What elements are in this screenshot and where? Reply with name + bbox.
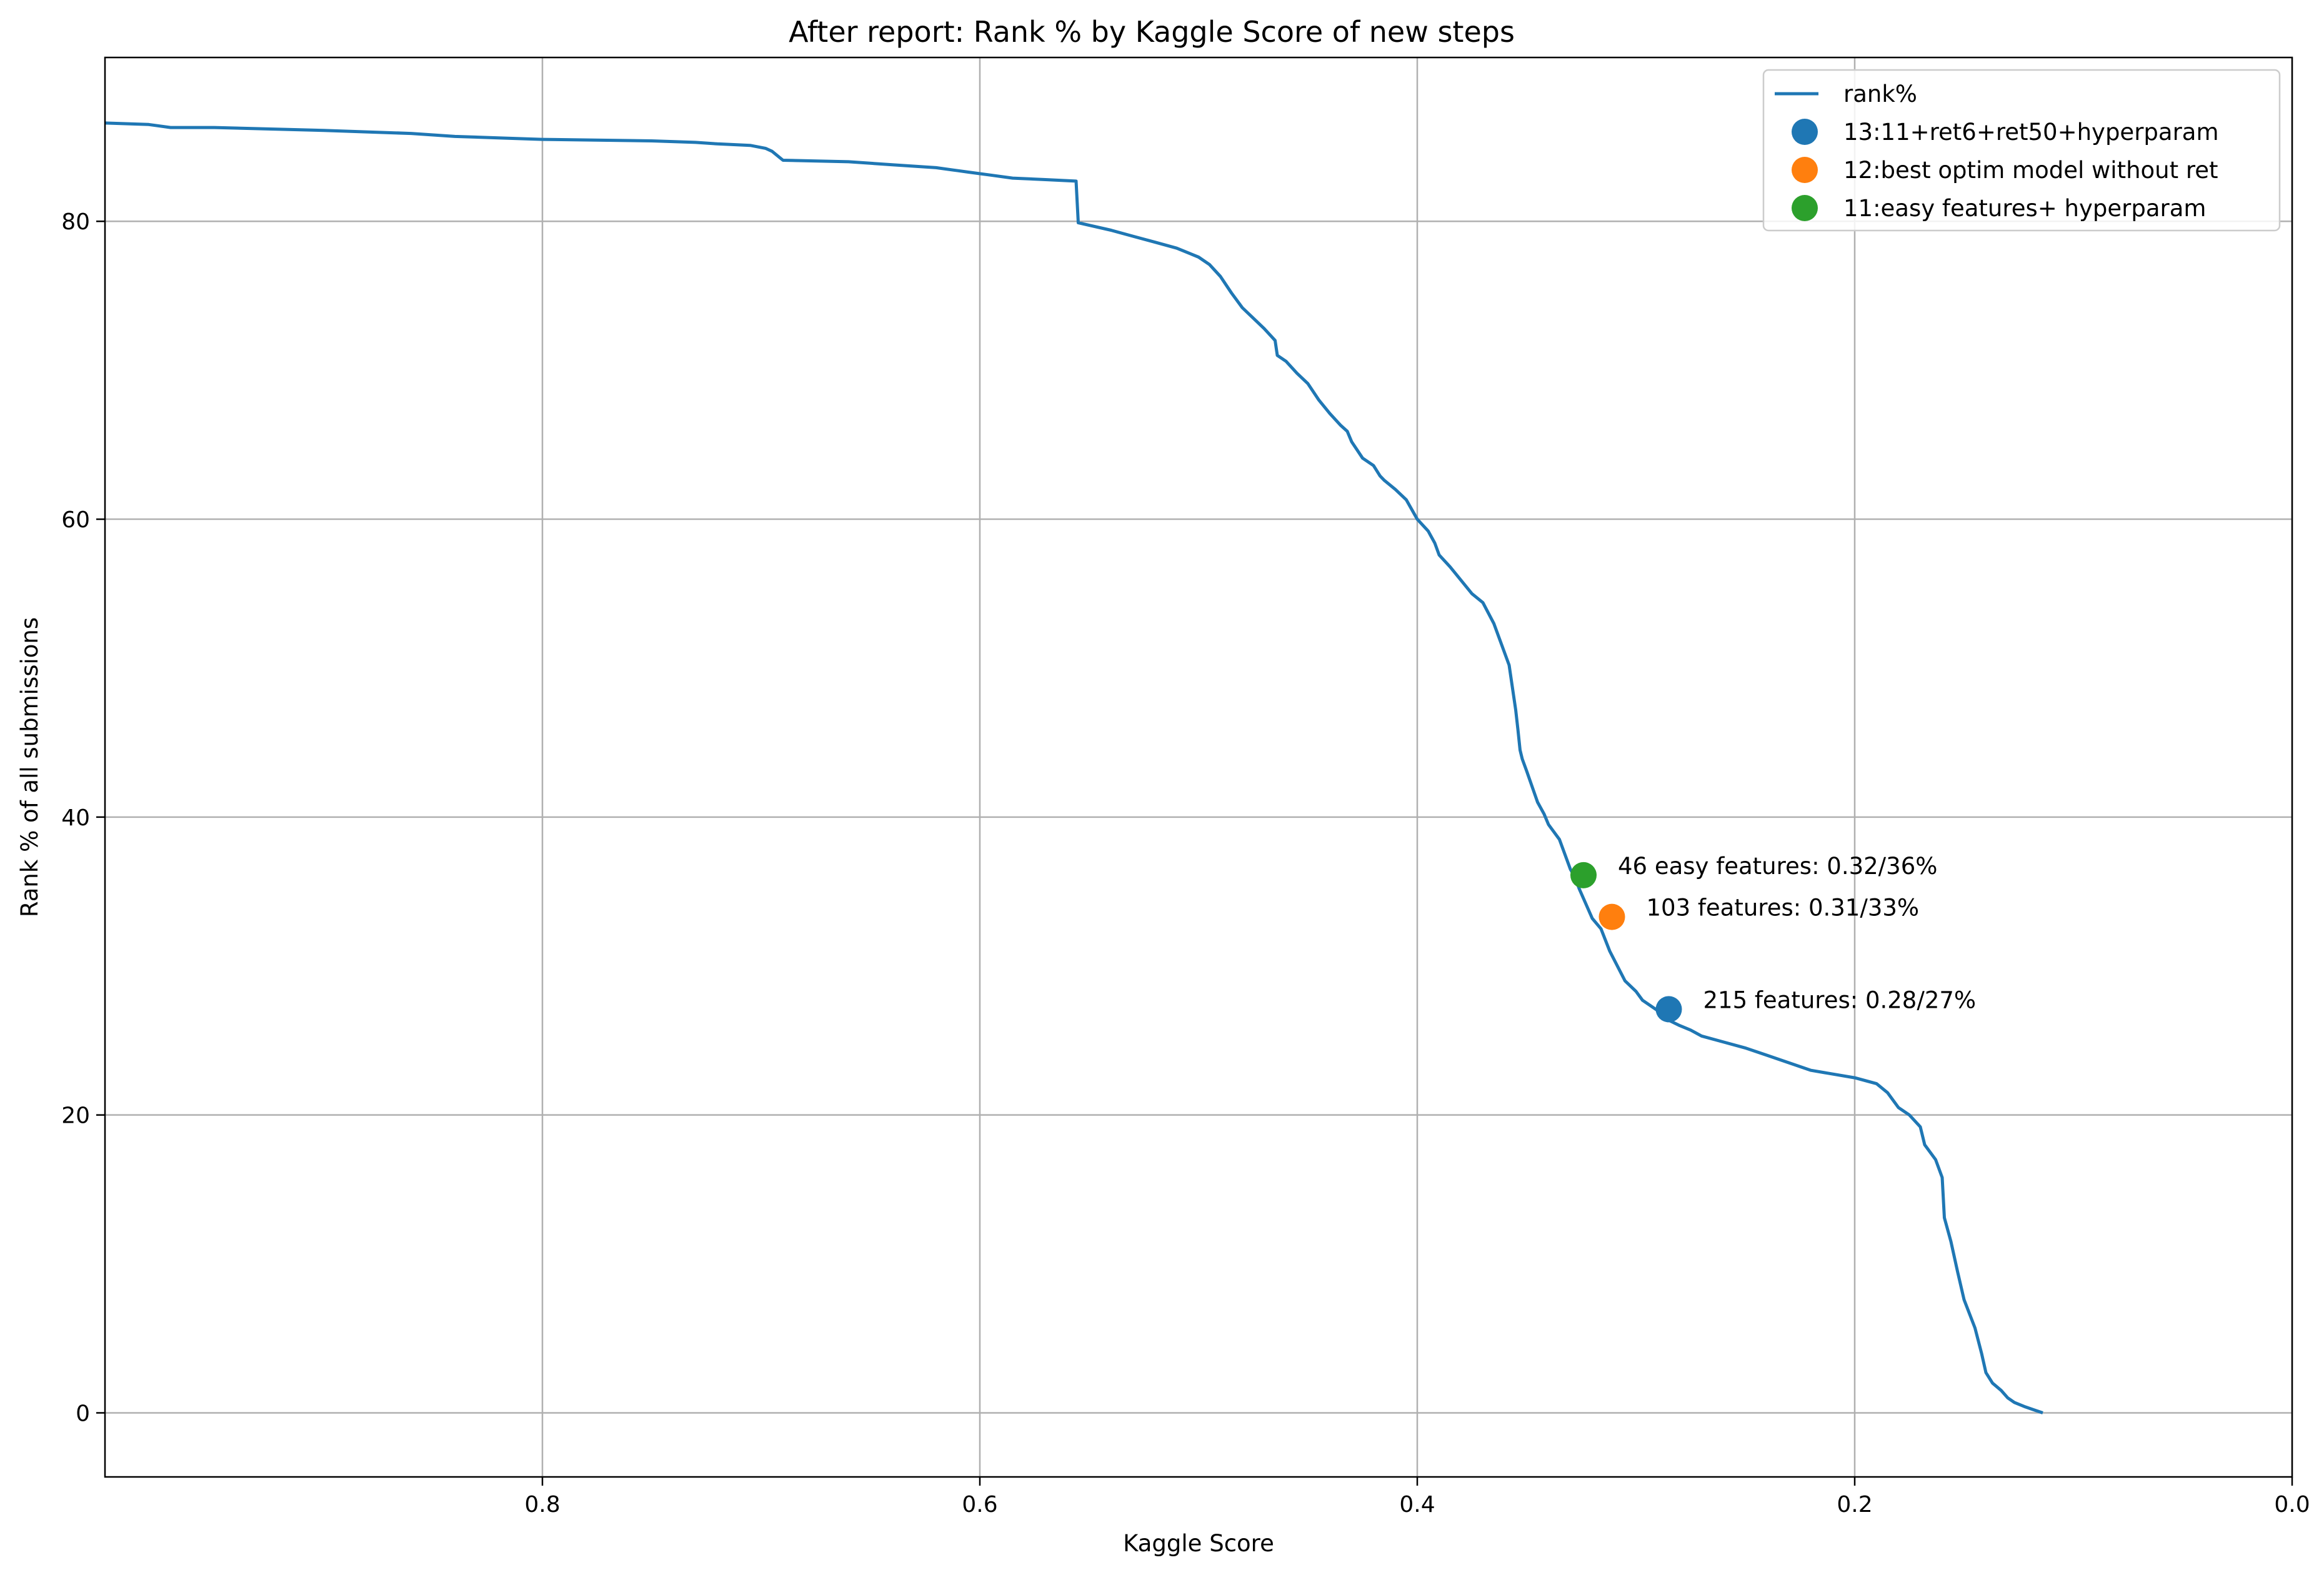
legend-marker-swatch bbox=[1792, 119, 1818, 145]
legend-entry-label: 11:easy features+ hyperparam bbox=[1843, 195, 2206, 222]
y-tick-label: 20 bbox=[61, 1103, 90, 1129]
scatter-point bbox=[1655, 996, 1682, 1023]
legend-marker-swatch bbox=[1792, 157, 1818, 183]
scatter-point bbox=[1598, 903, 1625, 930]
x-tick-label: 0.6 bbox=[962, 1492, 997, 1518]
x-tick-label: 0.4 bbox=[1399, 1492, 1435, 1518]
y-axis-label: Rank % of all submissions bbox=[16, 617, 43, 917]
x-axis-label: Kaggle Score bbox=[1123, 1530, 1274, 1557]
y-tick-label: 80 bbox=[61, 209, 90, 235]
y-tick-label: 40 bbox=[61, 805, 90, 831]
legend-box bbox=[1762, 69, 2281, 232]
y-tick-label: 0 bbox=[76, 1401, 90, 1426]
legend-entry-label: 13:11+ret6+ret50+hyperparam bbox=[1843, 119, 2219, 146]
legend-entry-label: rank% bbox=[1843, 81, 1917, 107]
scatter-markers bbox=[1570, 862, 1682, 1023]
point-annotation: 215 features: 0.28/27% bbox=[1703, 986, 1977, 1013]
plot-frame bbox=[104, 56, 2293, 1478]
series-line-rank bbox=[104, 121, 2043, 1414]
legend: rank% 13:11+ret6+ret50+hyperparam 12:best … bbox=[1762, 69, 2281, 232]
scatter-point bbox=[1570, 862, 1597, 888]
y-axis-ticks: 0 20 40 60 80 bbox=[61, 209, 105, 1426]
point-annotations: 215 features: 0.28/27% 103 features: 0.31… bbox=[1618, 853, 1976, 1014]
x-tick-label: 0.8 bbox=[524, 1492, 560, 1518]
y-tick-label: 60 bbox=[61, 507, 90, 533]
x-axis-ticks: 0.8 0.6 0.4 0.2 0.0 bbox=[524, 1477, 2310, 1518]
x-tick-label: 0.0 bbox=[2274, 1492, 2310, 1518]
legend-marker-swatch bbox=[1792, 195, 1818, 221]
legend-entry-label: 12:best optim model without ret bbox=[1843, 157, 2218, 184]
chart-title: After report: Rank % by Kaggle Score of … bbox=[789, 15, 1515, 49]
point-annotation: 103 features: 0.31/33% bbox=[1647, 895, 1920, 922]
point-annotation: 46 easy features: 0.32/36% bbox=[1618, 853, 1937, 880]
x-tick-label: 0.2 bbox=[1837, 1492, 1872, 1518]
